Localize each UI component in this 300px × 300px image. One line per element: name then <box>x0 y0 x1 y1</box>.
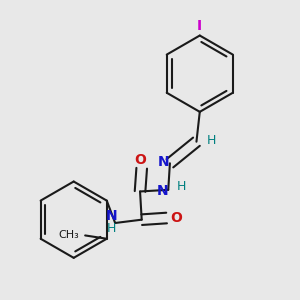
Text: H: H <box>107 223 116 236</box>
Text: H: H <box>207 134 216 146</box>
Text: O: O <box>170 211 182 225</box>
Text: N: N <box>157 184 168 199</box>
Text: O: O <box>134 153 146 167</box>
Text: N: N <box>106 209 118 223</box>
Text: H: H <box>177 180 186 193</box>
Text: I: I <box>197 19 202 33</box>
Text: CH₃: CH₃ <box>58 230 79 240</box>
Text: N: N <box>158 154 170 169</box>
